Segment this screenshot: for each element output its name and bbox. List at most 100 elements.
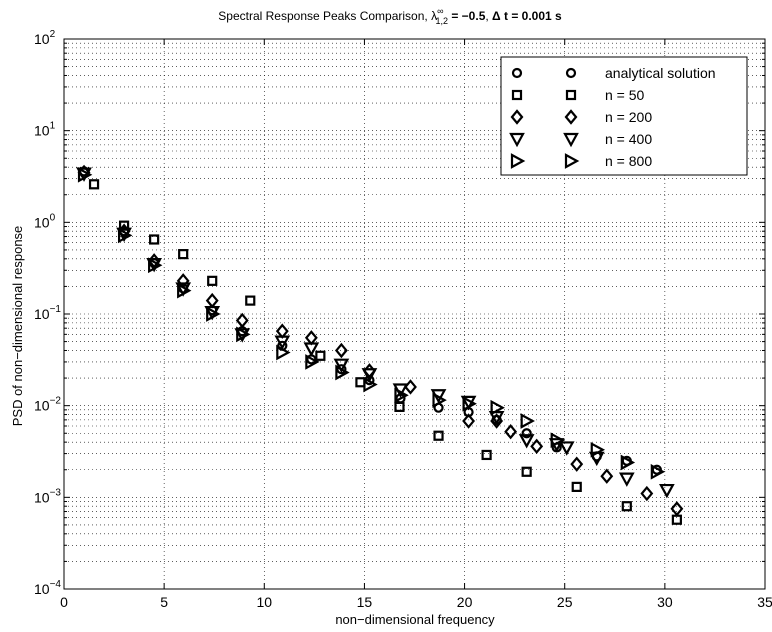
- data-point-triangle-right: [394, 387, 409, 404]
- legend-marker-square: [511, 89, 523, 101]
- data-point-square: [245, 295, 256, 306]
- data-point-diamond: [334, 342, 348, 359]
- title-lambda-value: = −0.5: [448, 9, 486, 23]
- plot-frame: [63, 38, 766, 590]
- legend-marker-square: [565, 89, 577, 101]
- legend-entry: n = 50: [511, 87, 645, 103]
- legend-entry: n = 400: [509, 131, 652, 148]
- data-point-triangle-right: [590, 441, 606, 458]
- legend-label: n = 200: [605, 109, 652, 125]
- data-point-triangle-right: [236, 326, 251, 343]
- title-prefix: Spectral Response Peaks Comparison,: [218, 9, 431, 23]
- legend-marker-triangle-right: [510, 153, 526, 169]
- data-point-triangle-right: [650, 463, 666, 480]
- data-point-triangle-down: [518, 434, 535, 449]
- legend-marker-circle: [511, 67, 523, 79]
- y-tick-label: 10−4: [34, 579, 61, 597]
- legend-label: n = 50: [605, 87, 645, 103]
- legend-entry: analytical solution: [511, 65, 716, 81]
- chart-title: Spectral Response Peaks Comparison, λ∞ 1,…: [218, 6, 562, 26]
- data-point-diamond: [570, 456, 584, 472]
- y-tick-label: 102: [34, 29, 56, 47]
- legend-entry: n = 800: [510, 153, 652, 169]
- y-tick-label: 10−3: [34, 487, 61, 505]
- data-point-triangle-down: [303, 342, 320, 357]
- data-point-diamond: [235, 312, 249, 329]
- data-point-triangle-right: [620, 454, 636, 471]
- title-lambda: λ: [431, 9, 437, 23]
- legend-marker-triangle-down: [509, 132, 525, 148]
- y-tick-labels: 10−4 10−3 10−2 10−1 100 101 102: [34, 29, 61, 597]
- data-point-square: [521, 466, 532, 477]
- title-separator: ,: [485, 9, 492, 23]
- legend-marker-circle: [565, 67, 577, 79]
- legend: analytical solution n = 50 n = 200 n = 400 n…: [500, 56, 748, 176]
- data-point-square: [394, 401, 405, 412]
- x-tick-label: 0: [60, 594, 68, 610]
- legend-label: n = 400: [605, 131, 652, 147]
- data-point-triangle-right: [432, 392, 447, 408]
- x-tick-label: 30: [657, 594, 673, 610]
- y-tick-label: 100: [34, 212, 56, 230]
- data-point-diamond: [670, 501, 684, 517]
- title-dt: Δ t = 0.001 s: [492, 9, 562, 23]
- data-point-triangle-down: [361, 368, 378, 383]
- data-point-diamond: [504, 423, 518, 440]
- data-point-circle: [521, 428, 532, 439]
- data-point-triangle-right: [462, 395, 477, 412]
- y-tick-label: 101: [34, 121, 56, 139]
- data-point-square: [315, 350, 326, 361]
- y-axis-label: PSD of non−dimensional response: [10, 226, 25, 427]
- series-triangle-right: [77, 166, 666, 480]
- data-point-triangle-down: [618, 472, 635, 487]
- legend-marker-triangle-down: [563, 132, 579, 148]
- y-tick-label: 10−2: [34, 396, 61, 414]
- data-point-triangle-right: [363, 376, 378, 393]
- data-point-triangle-right: [117, 227, 133, 244]
- data-point-diamond: [530, 438, 544, 455]
- data-point-triangle-right: [206, 306, 221, 322]
- x-axis-label: non−dimensional frequency: [335, 612, 495, 627]
- legend-marker-diamond: [564, 109, 578, 125]
- data-point-square: [149, 234, 160, 245]
- legend-box: [500, 56, 748, 176]
- data-point-diamond: [600, 468, 614, 484]
- x-tick-label: 35: [757, 594, 772, 610]
- data-point-triangle-right: [490, 399, 505, 416]
- legend-label: n = 800: [605, 153, 652, 169]
- data-point-square: [481, 449, 492, 461]
- data-point-triangle-right: [177, 282, 192, 299]
- data-point-triangle-right: [335, 364, 350, 381]
- data-point-triangle-right: [550, 432, 566, 449]
- data-point-triangle-right: [148, 257, 163, 274]
- data-point-square: [207, 275, 218, 286]
- data-point-diamond: [462, 413, 476, 429]
- data-points: [76, 164, 684, 525]
- data-point-triangle-right: [520, 413, 535, 429]
- data-point-square: [433, 430, 444, 441]
- data-point-triangle-down: [274, 335, 291, 350]
- title-lambda-sup: ∞: [437, 6, 443, 16]
- x-tick-label: 5: [160, 594, 168, 610]
- title-lambda-sub: 1,2: [435, 16, 448, 26]
- x-tick-label: 10: [256, 594, 272, 610]
- legend-marker-diamond: [510, 109, 524, 125]
- x-tick-label: 25: [557, 594, 573, 610]
- data-point-square: [571, 481, 582, 492]
- data-point-triangle-down: [558, 441, 575, 456]
- data-point-triangle-down: [333, 358, 350, 373]
- legend-marker-triangle-right: [564, 153, 580, 169]
- data-point-triangle-right: [77, 166, 93, 183]
- x-tick-label: 15: [357, 594, 373, 610]
- data-point-diamond: [640, 485, 654, 502]
- data-point-square: [621, 501, 632, 512]
- x-tick-labels: 0 5 10 15 20 25 30 35: [60, 594, 772, 610]
- data-point-square: [88, 179, 100, 190]
- data-point-triangle-down: [659, 483, 675, 499]
- data-point-triangle-right: [276, 344, 291, 361]
- legend-label: analytical solution: [605, 65, 716, 81]
- x-tick-label: 20: [457, 594, 473, 610]
- y-tick-label: 10−1: [34, 304, 61, 322]
- data-point-square: [178, 249, 189, 260]
